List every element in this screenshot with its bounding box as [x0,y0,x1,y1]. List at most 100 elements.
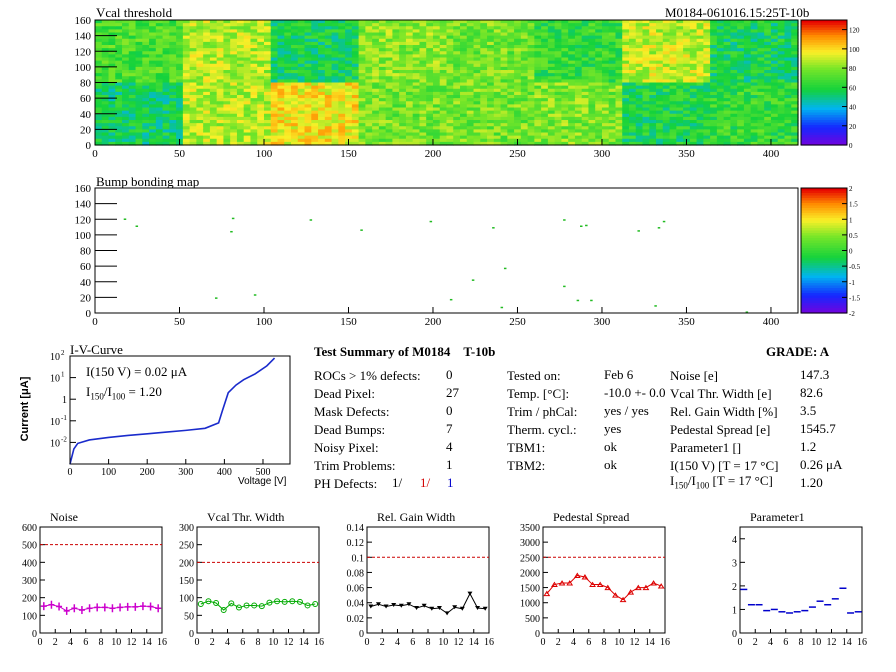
vcal-cell [561,132,569,137]
vcal-cell [108,138,116,143]
vcal-cell [520,38,529,43]
noise-xtick-label: 6 [83,637,88,648]
vcal-cell [399,29,407,34]
vcal-cell [662,51,671,55]
vcal-cell [514,107,522,112]
vcal-cell [412,38,421,43]
vcal-cell [318,63,326,68]
gain-xtick-label: 16 [484,637,494,648]
vcal-cell [750,138,759,143]
vcal-cell [169,138,177,143]
vcal-cell [345,48,353,52]
vcal-point [258,603,265,610]
vcal-cell [311,73,319,77]
vcal-cell [534,70,542,74]
vcal-cell [358,29,366,34]
vcal-cell [581,73,590,77]
vcal-cell [209,63,218,68]
vcal-cell [311,88,319,93]
vcal-cell [338,104,346,109]
vcal-cell [689,132,698,137]
vcal-cell [683,113,691,118]
vcal-cell [223,141,231,146]
vcal-cell [723,132,732,137]
vcal-cell [574,85,583,90]
vcal-cell [223,76,231,80]
vcal-cell [507,132,515,137]
vcal-cell [331,98,339,102]
vcal-cell [182,41,191,46]
ped-ytick-label: 1000 [520,599,540,610]
vcal-cell [101,76,110,80]
bump-palette-label: 2 [849,185,853,193]
vcal-cell [696,57,704,62]
noise-ytick-label: 400 [22,558,37,569]
vcal-cell [642,120,650,124]
vcal-cell [689,85,698,90]
vcal-cell [385,132,394,137]
vcal-cell [189,110,197,115]
vcal-cell [649,54,657,59]
vcal-cell [432,66,441,71]
vcal-cell [676,57,684,62]
vcal-cell [622,129,630,134]
vcal-cell [108,73,116,77]
vcal-cell [500,41,508,46]
vcal-cell [426,26,434,30]
vcal-cell [284,110,292,115]
vcal-cell [554,132,563,137]
vcal-cell [615,101,623,105]
vcal-cell [439,116,448,121]
vcal-cell [716,32,725,37]
vcal-cell [662,63,671,68]
vcal-cell [541,32,549,37]
vcal-cell [291,113,299,118]
bump-point [745,311,749,313]
vcal-cell [460,23,468,27]
vcal-cell [743,107,752,112]
vcal-cell [547,57,556,62]
bump-palette-label: -0.5 [849,263,861,271]
vcal-cell [351,66,360,71]
vcal-cell [750,63,759,68]
vcal-cell [669,35,677,40]
vcal-cell [750,85,759,90]
vcal-cell [568,113,576,118]
iv-xtick-label: 0 [68,467,73,478]
vcal-cell [757,26,765,30]
vcal-cell [189,45,197,49]
vcal-cell [723,73,732,77]
vcal-cell [480,82,488,87]
vcal-cell [263,95,272,99]
vcal-cell [358,95,366,99]
vcal-cell [710,29,718,34]
vcal-cell [581,123,590,127]
vcal-cell [595,41,603,46]
vcal-cell [493,132,502,137]
vcal-cell [155,116,164,121]
vcal-cell [101,79,110,84]
vcal-cell [243,95,252,99]
vcal-cell [257,29,265,34]
vcal-cell [757,116,765,121]
vcal-cell [149,41,157,46]
vcal-cell [669,41,677,46]
vcal-cell [419,29,427,34]
vcal-cell [710,126,718,130]
vcal-cell [743,129,752,134]
vcal-cell [480,138,488,143]
vcal-cell [419,63,427,68]
vcal-cell [270,116,279,121]
vcal-cell [460,95,468,99]
vcal-cell [95,107,103,112]
bump-point [637,230,640,232]
vcal-cell [588,76,596,80]
vcal-cell [338,45,346,49]
vcal-cell [372,98,380,102]
vcal-cell [216,135,225,140]
vcal-cell [338,26,346,30]
vcal-cell [432,107,441,112]
vcal-cell [257,129,265,134]
vcal-cell [338,123,346,127]
vcal-cell [419,132,427,137]
